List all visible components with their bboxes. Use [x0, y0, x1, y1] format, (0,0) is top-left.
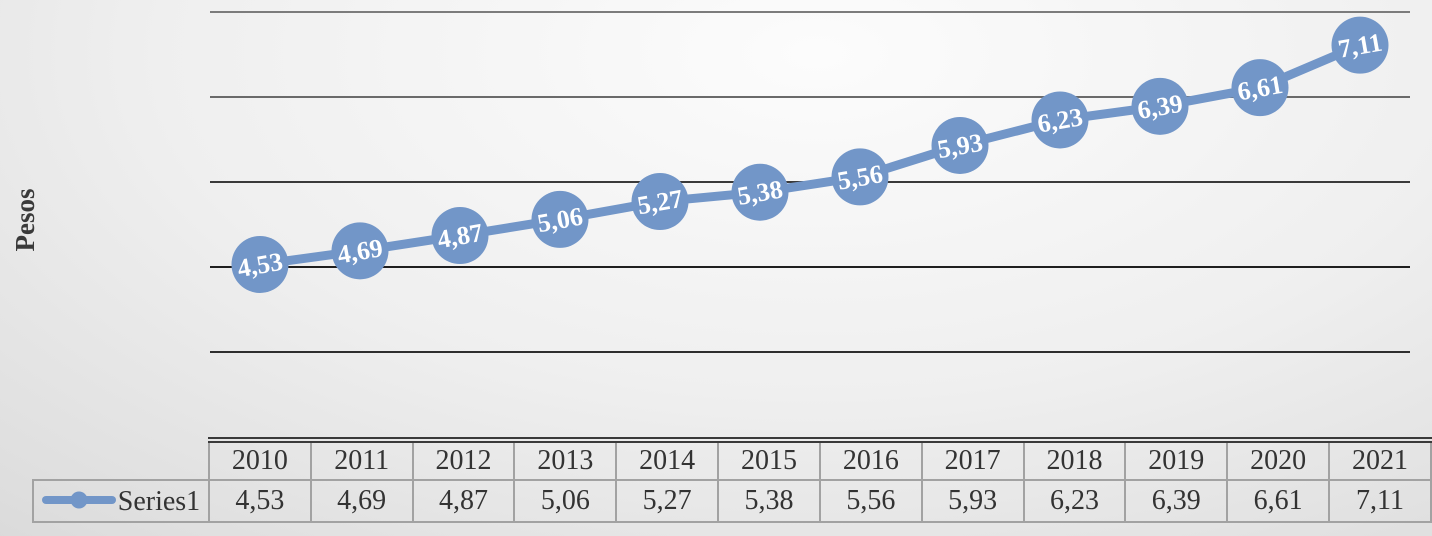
value-cell: 5,38	[717, 479, 821, 523]
data-point-marker[interactable]	[1131, 77, 1189, 135]
legend-cell: Series1	[32, 479, 210, 523]
data-point-marker[interactable]	[531, 190, 589, 248]
value-cell: 4,69	[309, 479, 414, 523]
series-line[interactable]	[255, 40, 1365, 269]
year-header-cell: 2018	[1022, 437, 1127, 481]
value-cell: 6,23	[1022, 479, 1127, 523]
year-header-cell: 2014	[615, 437, 720, 481]
value-cell: 7,11	[1328, 479, 1432, 523]
data-point-marker[interactable]	[831, 148, 889, 206]
series-line-marker-icon	[41, 491, 116, 509]
data-point-marker[interactable]	[331, 222, 389, 280]
data-point-marker[interactable]	[731, 163, 789, 221]
data-point-marker[interactable]	[631, 173, 689, 231]
value-cell: 5,93	[920, 479, 1025, 523]
year-header-cell: 2011	[309, 437, 414, 481]
chart-data-table: 2010 2011 2012 2013 2014 2015 2016 2017 2018 2019…	[32, 437, 1432, 523]
value-cell: 5,56	[818, 479, 923, 523]
table-corner-spacer	[33, 440, 209, 480]
value-cell: 5,27	[615, 479, 720, 523]
year-header-cell: 2012	[411, 437, 516, 481]
data-point-marker[interactable]	[231, 235, 289, 293]
value-cell: 5,06	[513, 479, 618, 523]
value-cell: 6,61	[1226, 479, 1331, 523]
year-header-cell: 2021	[1328, 437, 1432, 481]
value-cell: 4,53	[207, 479, 312, 523]
data-point-marker[interactable]	[931, 116, 989, 174]
data-point-marker[interactable]	[1231, 59, 1289, 117]
data-point-marker[interactable]	[1331, 16, 1389, 74]
series-marker-dot-icon	[70, 491, 88, 509]
year-header-cell: 2017	[920, 437, 1025, 481]
year-header-cell: 2013	[513, 437, 618, 481]
year-header-cell: 2010	[207, 437, 312, 481]
data-point-marker[interactable]	[1031, 91, 1089, 149]
year-header-cell: 2016	[818, 437, 923, 481]
y-axis-title: Pesos	[10, 189, 40, 252]
value-cell: 6,39	[1124, 479, 1229, 523]
year-header-cell: 2020	[1226, 437, 1331, 481]
data-point-marker[interactable]	[431, 207, 489, 265]
series-name-label: Series1	[117, 485, 201, 517]
value-cell: 4,87	[411, 479, 516, 523]
year-header-cell: 2019	[1124, 437, 1229, 481]
year-header-cell: 2015	[717, 437, 821, 481]
